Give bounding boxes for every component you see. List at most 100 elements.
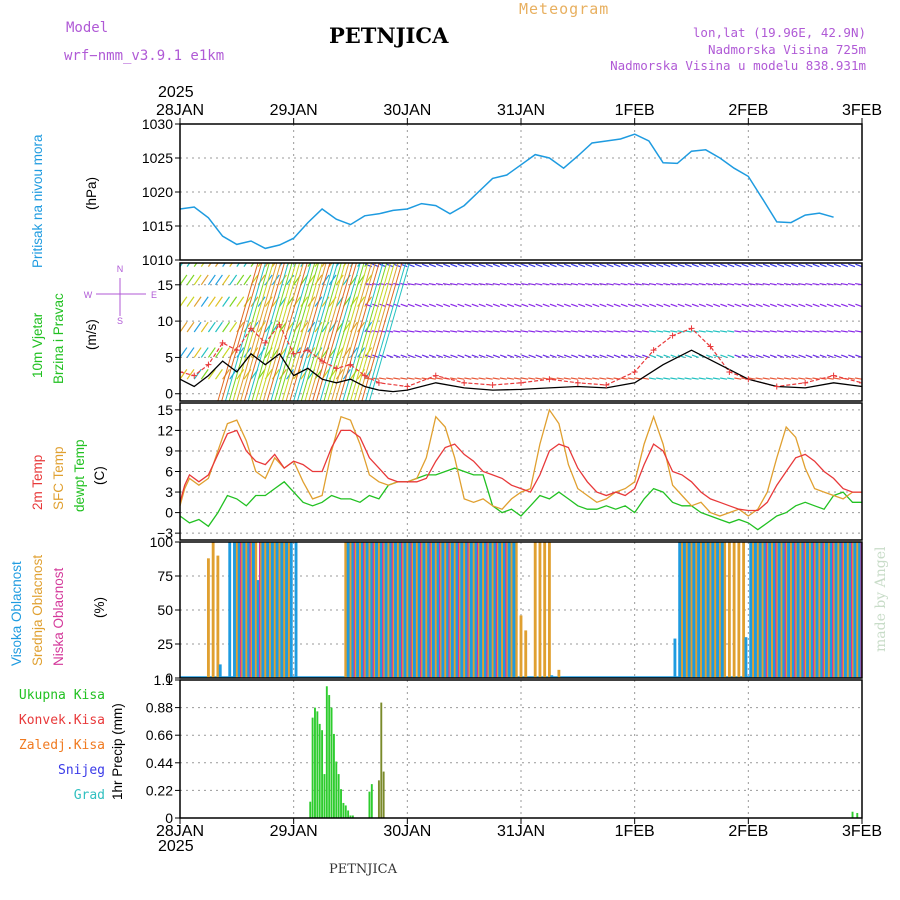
wind-arrow xyxy=(556,263,564,268)
wind-arrow xyxy=(642,263,650,268)
ytick-label: 0 xyxy=(165,810,173,826)
gust-marker xyxy=(859,379,862,386)
wind-arrow xyxy=(535,354,543,358)
mid-cloud-bar xyxy=(410,542,414,678)
wind-arrow xyxy=(229,321,238,333)
gust-marker xyxy=(546,376,553,383)
mid-cloud-bar xyxy=(547,542,551,678)
wind-arrow xyxy=(833,303,841,308)
high-cloud-bar xyxy=(237,542,241,678)
wind-arrow xyxy=(450,263,458,268)
wind-arrow xyxy=(677,263,685,268)
wind-arrow xyxy=(634,263,642,268)
precip-bar xyxy=(325,686,328,818)
wind-arrow xyxy=(570,377,578,380)
wind-arrow xyxy=(436,263,444,268)
wind-arrow xyxy=(528,330,536,333)
wind-arrow xyxy=(500,303,507,308)
wind-arrow xyxy=(222,274,230,286)
wind-arrow xyxy=(791,354,799,358)
wind-streak xyxy=(315,263,357,401)
ytick-label: 50 xyxy=(157,602,173,618)
high-cloud-bar xyxy=(469,542,473,678)
wind-arrow xyxy=(805,282,813,286)
wind-arrow xyxy=(215,369,223,380)
wind-arrow xyxy=(705,377,713,380)
wind-arrow xyxy=(506,330,515,333)
mid-cloud-bar xyxy=(481,542,485,678)
legend-convective-rain: Konvek.Kisa xyxy=(18,713,105,728)
high-cloud-bar xyxy=(844,542,847,678)
high-cloud-bar xyxy=(678,542,682,678)
wind-streak xyxy=(285,263,327,401)
wind-arrow xyxy=(478,330,486,333)
mid-cloud-bar xyxy=(491,542,495,678)
high-cloud-bar xyxy=(455,542,459,678)
wind-arrow xyxy=(421,354,429,358)
ytick-label: 12 xyxy=(157,422,173,438)
wind-arrow xyxy=(663,330,671,333)
year-top: 2025 xyxy=(158,84,194,101)
wind-arrow xyxy=(840,282,848,286)
gust-marker xyxy=(347,361,354,368)
wind-panel xyxy=(180,263,862,401)
wind-arrow xyxy=(855,282,862,286)
gust-marker xyxy=(650,347,657,354)
wind-arrow xyxy=(563,263,571,268)
gust-marker xyxy=(707,343,714,350)
wind-arrow xyxy=(215,296,223,307)
wind-arrow xyxy=(833,282,841,286)
wind-arrow xyxy=(670,354,678,358)
wind-arrow xyxy=(542,263,550,268)
mid-cloud-bar xyxy=(467,542,471,678)
wind-arrow xyxy=(762,263,770,268)
wind-arrow xyxy=(762,282,770,286)
compass-e: E xyxy=(151,290,157,300)
wind-arrow xyxy=(791,282,799,286)
wind-arrow xyxy=(783,282,792,286)
gust-marker xyxy=(669,332,676,339)
mid-cloud-bar xyxy=(543,542,547,678)
wind-arrow xyxy=(450,354,458,358)
compass-s: S xyxy=(117,316,123,326)
wind-arrow xyxy=(649,354,657,358)
cloud-panel xyxy=(180,542,862,678)
mid-cloud-bar xyxy=(510,542,513,678)
wind-arrow xyxy=(407,282,415,286)
high-cloud-bar xyxy=(370,542,374,678)
wind-arrow xyxy=(229,296,238,307)
wind-arrow xyxy=(826,263,834,268)
high-cloud-bar xyxy=(474,542,478,678)
wind-arrow xyxy=(684,263,692,268)
wind-arrow xyxy=(257,347,266,358)
wind-arrow xyxy=(847,330,856,333)
gust-marker xyxy=(361,372,368,379)
wind-arrow xyxy=(769,303,777,308)
wind-arrow xyxy=(848,303,856,308)
mid-cloud-bar xyxy=(240,542,243,678)
mid-cloud-bar xyxy=(836,542,840,678)
gust-marker xyxy=(461,379,468,386)
wind-arrow xyxy=(450,377,458,380)
wind-arrow xyxy=(656,354,664,358)
high-cloud-bar xyxy=(289,542,293,678)
wind-arrow xyxy=(180,296,188,307)
mid-cloud-bar xyxy=(363,542,367,678)
wind-arrow xyxy=(307,263,312,267)
wind-arrow xyxy=(734,354,742,358)
wind-arrow xyxy=(321,263,326,267)
wind-arrow xyxy=(180,263,184,267)
wind-arrow xyxy=(784,354,792,358)
wind-arrow xyxy=(514,303,522,308)
wind-arrow xyxy=(606,330,614,333)
gust-marker xyxy=(233,347,240,354)
ytick-label: 100 xyxy=(150,534,174,550)
wind-arrow xyxy=(812,263,820,268)
wind-arrow xyxy=(485,282,493,286)
wind-arrow xyxy=(577,330,586,333)
wind-arrow xyxy=(648,330,657,333)
wind-streak xyxy=(217,263,259,401)
wind-arrow xyxy=(492,354,500,358)
precip-bar xyxy=(314,707,316,818)
wind-arrow xyxy=(833,330,841,333)
